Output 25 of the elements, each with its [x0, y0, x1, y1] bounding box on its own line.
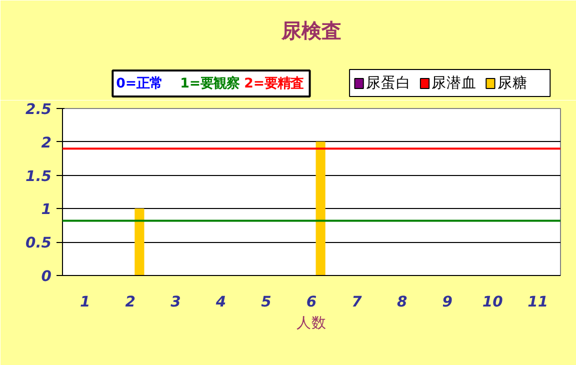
x-tick-label: 5	[261, 294, 272, 310]
legend-label: 尿蛋白	[366, 74, 411, 92]
legend-label: 尿潜血	[432, 74, 477, 92]
y-tick-label: 2.5	[26, 101, 52, 118]
x-tick-label: 6	[306, 294, 317, 310]
text: 2=要精査	[244, 76, 304, 92]
x-axis-title: 人数	[296, 314, 326, 332]
x-tick-label: 8	[396, 294, 408, 310]
x-tick-label: 10	[482, 294, 503, 310]
x-tick-label: 3	[170, 294, 181, 310]
y-tick-label: 1	[41, 201, 52, 218]
x-tick-label: 1	[80, 294, 90, 310]
x-tick-label: 9	[442, 294, 452, 310]
y-tick-label: 1.5	[26, 168, 52, 185]
x-tick-label: 7	[352, 294, 363, 310]
y-tick-label: 2	[41, 134, 52, 152]
y-tick-label: 0	[41, 268, 52, 285]
text: 1=要観察	[180, 76, 240, 92]
x-tick-label: 11	[528, 294, 548, 310]
legend-label: 尿糖	[497, 74, 528, 92]
text: 0=正常	[116, 76, 163, 92]
x-tick-label: 4	[214, 294, 226, 310]
chart-title: 尿検査	[280, 18, 342, 42]
x-tick-label: 2	[125, 294, 136, 310]
y-tick-label: 0.5	[26, 234, 52, 252]
